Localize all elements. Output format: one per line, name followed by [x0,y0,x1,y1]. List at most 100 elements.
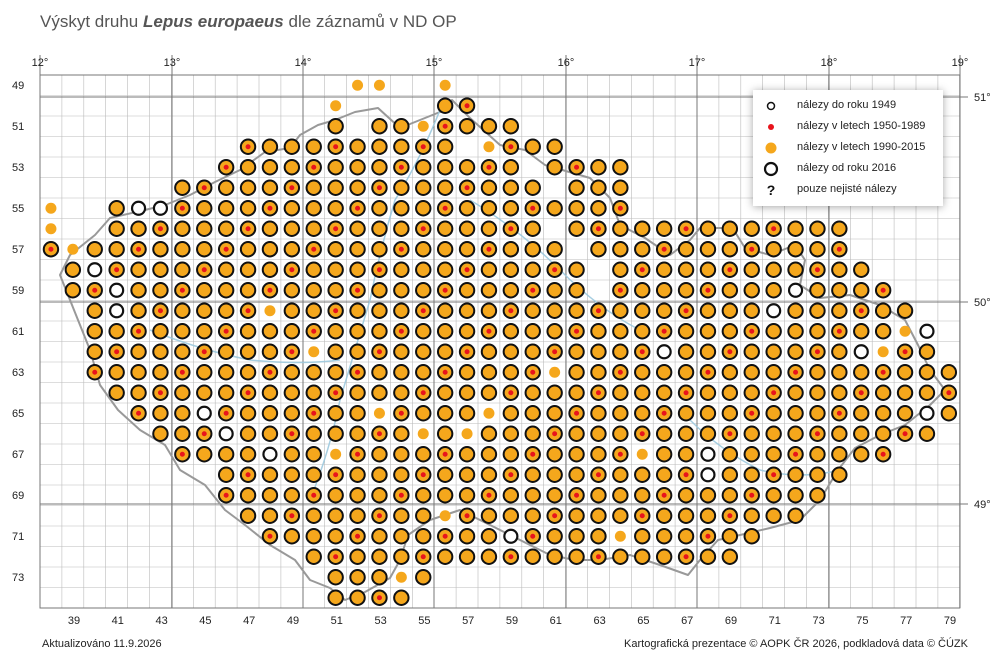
occurrence-cell [524,487,541,504]
occurrence-cell [699,507,717,524]
occurrence-cell [349,384,366,401]
occurrence-cell [458,220,476,237]
occurrence-cell [655,405,673,422]
occurrence-cell [677,220,695,237]
occurrence-cell [415,487,432,504]
occurrence-cell [524,179,541,196]
occurrence-cell [415,528,432,545]
occurrence-cell [743,466,760,483]
occurrence-cell [327,302,344,319]
occurrence-cell [655,384,673,401]
occurrence-cell [458,97,476,114]
occurrence-cell [330,100,342,112]
occurrence-cell [612,200,629,217]
occurrence-cell [524,200,541,217]
occurrence-cell [549,366,561,378]
occurrence-cell [655,528,673,545]
occurrence-cell [655,261,673,278]
latitude-label: 50° [974,297,991,309]
occurrence-cell [568,446,585,463]
occurrence-cell [152,261,169,278]
occurrence-cell [415,446,432,463]
occurrence-cell [634,323,651,340]
occurrence-cell [634,507,651,524]
occurrence-cell [634,405,651,422]
occurrence-cell [458,302,476,319]
occurrence-cell [86,302,103,319]
occurrence-cell [612,159,629,176]
occurrence-cell [305,159,322,176]
occurrence-cell [86,323,103,340]
column-label: 43 [155,615,167,627]
occurrence-cell [261,528,279,545]
occurrence-cell [327,179,344,196]
occurrence-cell [831,220,848,237]
occurrence-cell [239,487,257,504]
occurrence-cell [480,384,498,401]
occurrence-cell [590,179,607,196]
occurrence-cell [283,241,301,258]
row-label: 51 [12,121,24,133]
occurrence-cell [590,425,607,442]
occurrence-cell [371,589,388,606]
occurrence-cell [371,507,388,524]
legend-symbol: ? [767,182,776,198]
occurrence-cell [174,343,191,360]
occurrence-cell [590,200,607,217]
occurrence-cell [853,446,870,463]
occurrence-cell [480,466,498,483]
occurrence-cell [502,487,520,504]
occurrence-cell [283,179,301,196]
occurrence-cell [524,384,541,401]
occurrence-cell [239,302,257,319]
occurrence-cell [853,261,870,278]
occurrence-cell [699,384,717,401]
occurrence-cell [612,507,629,524]
occurrence-cell [699,343,717,360]
occurrence-cell [524,364,541,381]
occurrence-cell [896,384,914,401]
occurrence-cell [765,405,782,422]
occurrence-cell [677,343,695,360]
occurrence-cell [458,282,476,299]
occurrence-cell [766,303,782,319]
occurrence-cell [283,323,301,340]
occurrence-cell [415,282,432,299]
map-credits: Kartografická prezentace © AOPK ČR 2026,… [624,638,968,650]
occurrence-cell [327,405,344,422]
occurrence-cell [327,159,344,176]
occurrence-cell [831,384,848,401]
occurrence-cell [130,384,147,401]
occurrence-cell [546,323,563,340]
occurrence-cell [655,507,673,524]
occurrence-cell [283,487,301,504]
occurrence-cell [502,241,520,258]
column-label: 51 [331,615,343,627]
occurrence-cell [436,200,454,217]
occurrence-cell [261,179,279,196]
occurrence-cell [787,220,804,237]
occurrence-cell [239,323,257,340]
occurrence-cell [743,528,760,545]
occurrence-cell [524,323,541,340]
occurrence-cell [393,487,410,504]
occurrence-cell [217,446,235,463]
occurrence-cell [373,79,385,91]
occurrence-cell [393,528,410,545]
occurrence-cell [415,343,432,360]
occurrence-cell [239,241,257,258]
occurrence-cell [874,302,892,319]
occurrence-cell [283,261,301,278]
occurrence-cell [349,446,366,463]
occurrence-cell [415,302,432,319]
occurrence-cell [677,528,695,545]
occurrence-cell [283,528,301,545]
occurrence-cell [327,138,344,155]
occurrence-cell [239,425,257,442]
occurrence-cell [108,261,125,278]
latitude-label: 51° [974,92,991,104]
legend-item: nálezy od roku 2016 [753,159,943,179]
occurrence-cell [480,179,498,196]
occurrence-cell [108,241,125,258]
occurrence-cell [743,261,760,278]
